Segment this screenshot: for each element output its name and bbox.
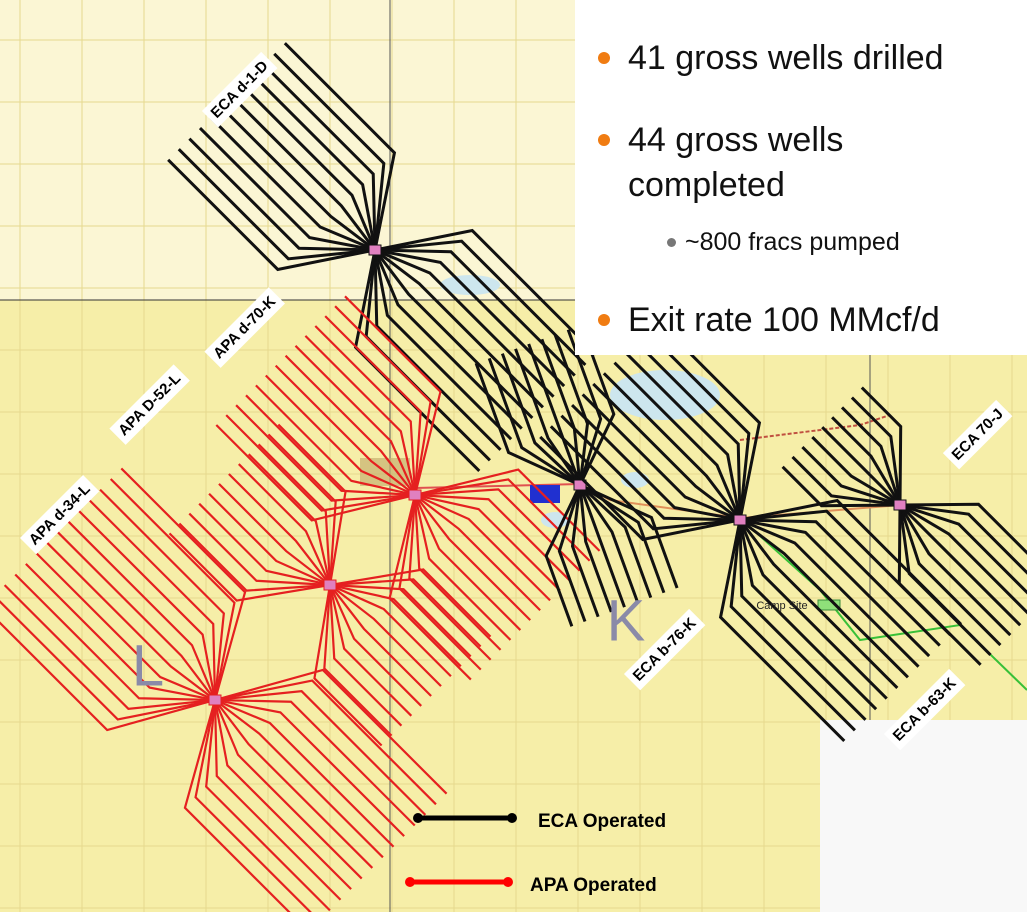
well-path [235,404,581,572]
pad [323,579,337,591]
pad-label-text: APA d-70-K [210,293,279,362]
bullet-panel: 41 gross wells drilled 44 gross wells co… [575,0,1027,355]
pad [368,244,382,256]
legend-label: ECA Operated [538,811,666,832]
pad [733,514,747,526]
pad [573,479,587,491]
site-label: Camp Site [756,600,807,612]
wells [0,42,1027,912]
pad-label-box [623,608,706,691]
pad-label: APA D-52-L [109,364,190,445]
bullet: 44 gross wells completed [598,118,948,208]
pad [408,489,422,501]
pad-label-box [883,668,966,751]
legend-label: APA Operated [530,875,657,896]
pad-label-box [19,474,100,555]
legend-dot [413,813,423,823]
legend-dot [507,813,517,823]
pad-label-box [109,364,190,445]
sub-bullet: ~800 fracs pumped [667,228,900,256]
pad-label-box [204,287,285,368]
pad-label-text: ECA 70-J [949,406,1007,464]
pipeline [739,414,891,441]
legend-dot [503,877,513,887]
blank-area [820,720,1027,912]
pad-label-box [201,51,278,128]
pad-label-text: APA D-52-L [115,370,184,439]
well-path [801,445,1027,595]
area-label: L [132,633,164,698]
pad-label: APA d-34-L [19,474,100,555]
legend-dot [405,877,415,887]
bullet: Exit rate 100 MMcf/d [598,298,1018,343]
pad [208,694,222,706]
pad [893,499,907,511]
pad-label-box [942,399,1013,470]
well-path [821,426,1022,627]
bullet: 41 gross wells drilled [598,36,1018,81]
pad-label: ECA 70-J [942,399,1013,470]
lake [440,275,500,295]
legend: ECA Operated APA Operated [405,811,666,896]
facility [530,485,560,503]
well-path [324,315,492,661]
area-label: K [607,588,646,653]
